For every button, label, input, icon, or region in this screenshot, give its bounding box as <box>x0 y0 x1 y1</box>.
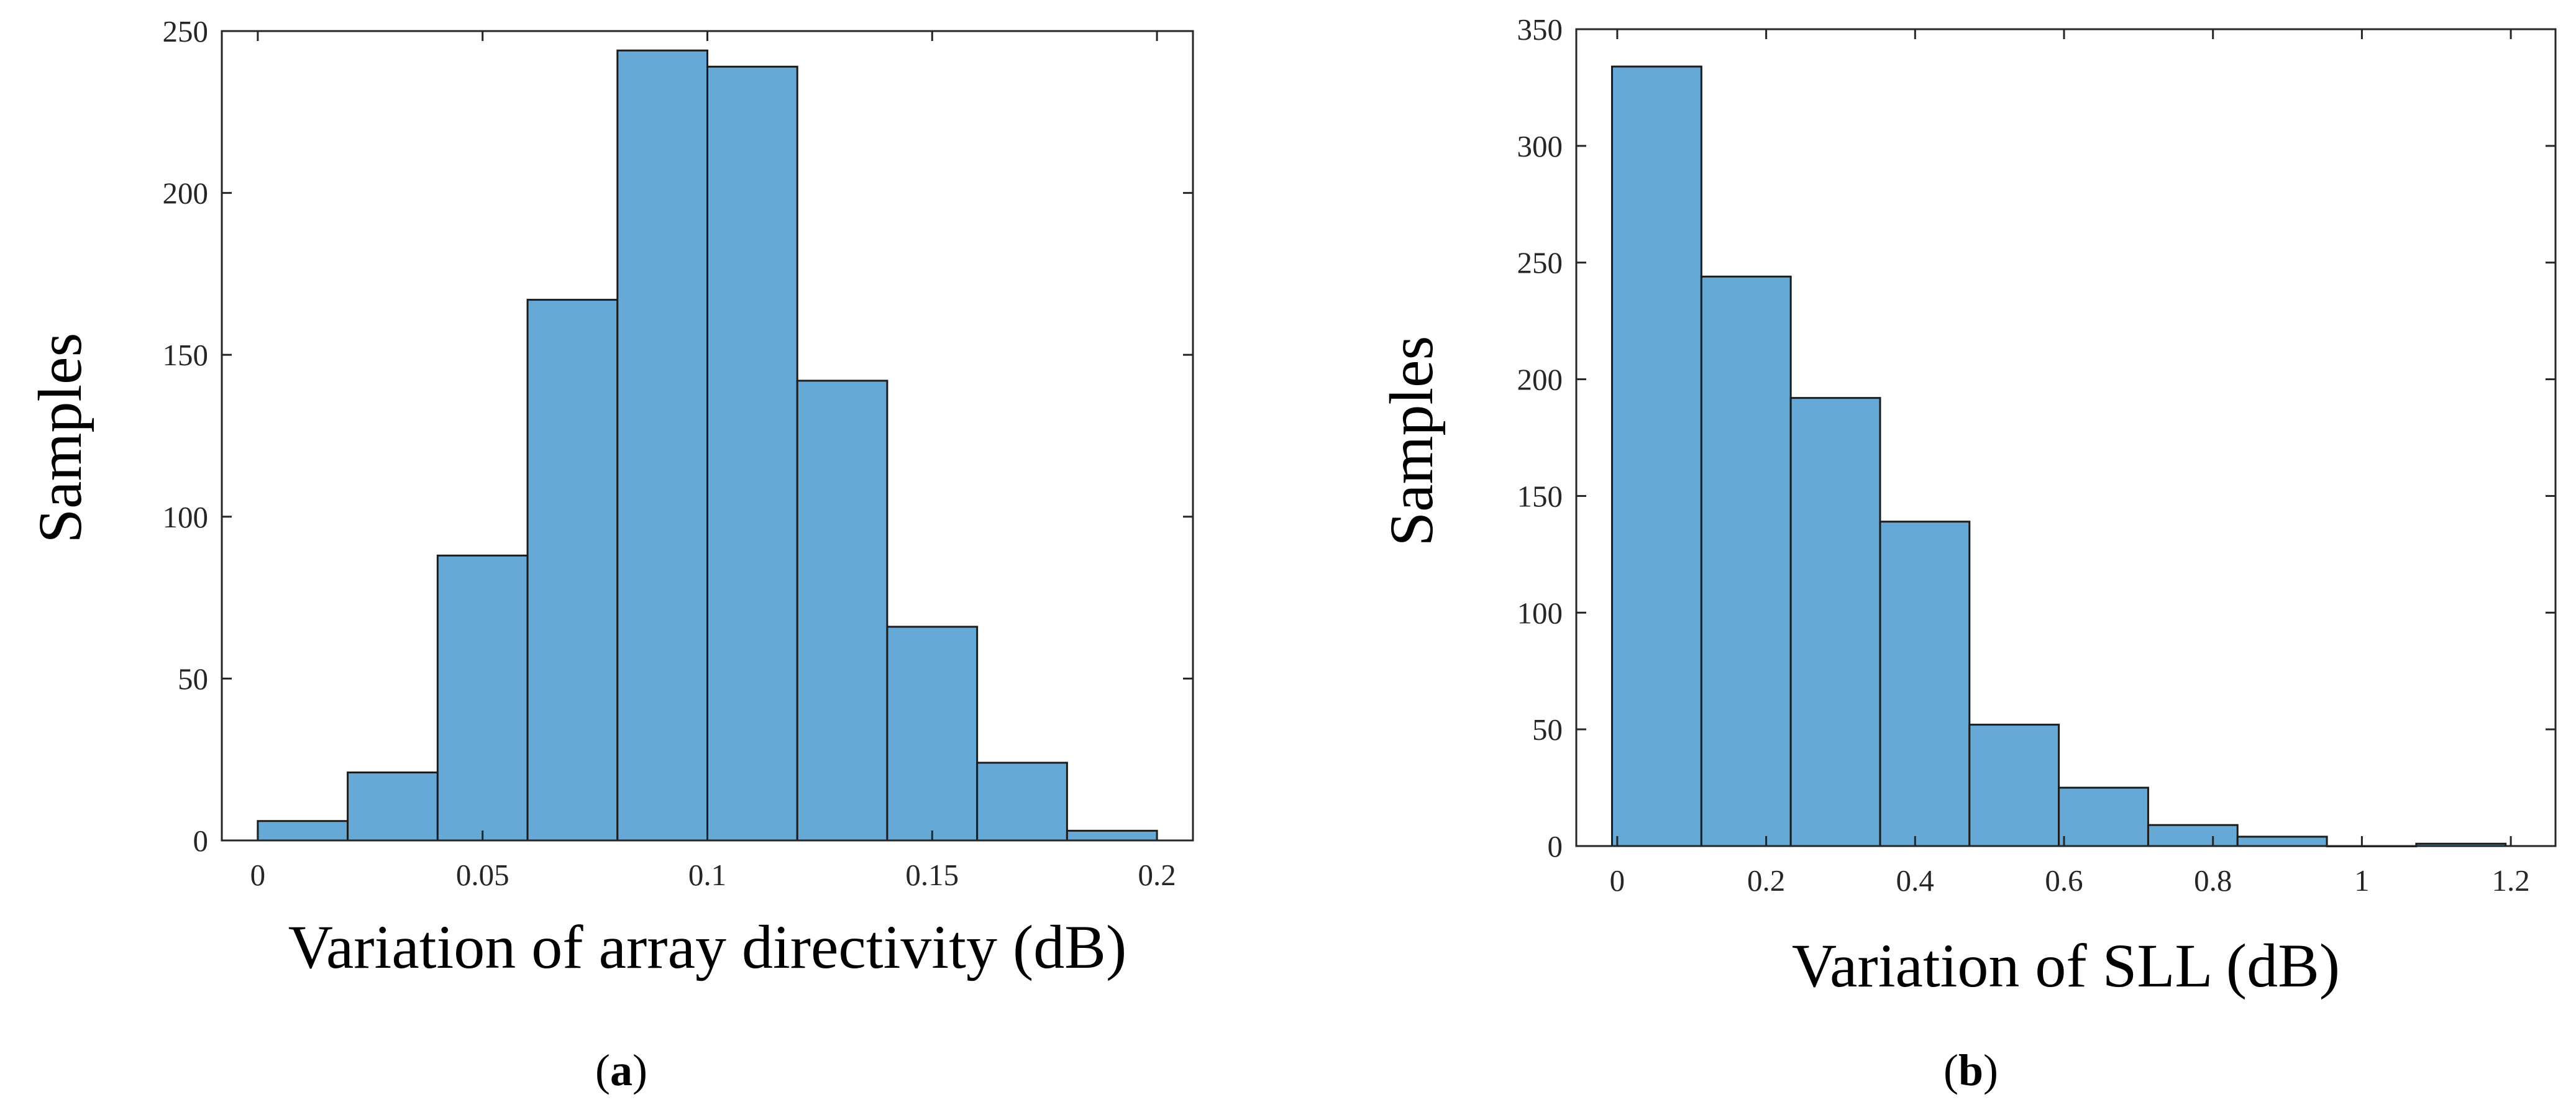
chart-b-ytick-label-7: 350 <box>1517 12 1563 47</box>
chart-a-xlabel: Variation of array directivity (dB) <box>288 912 1127 981</box>
chart-a-bar-5 <box>706 65 798 842</box>
chart-a-ytick-label-0: 0 <box>193 824 209 858</box>
chart-a-bar-4 <box>616 49 708 842</box>
chart-a-ticks: 0 0.05 0.1 0.15 0.2 0 50 100 150 200 250 <box>163 14 1193 892</box>
chart-a-xtick-label-4: 0.2 <box>1138 858 1176 892</box>
caption-a: (a) <box>595 1045 647 1095</box>
chart-b-ytick-label-5: 250 <box>1517 246 1563 280</box>
chart-b-xtick-label-4: 0.8 <box>2194 863 2232 898</box>
chart-b-bar-4 <box>1968 724 2060 847</box>
caption-b-close: ) <box>1983 1045 1998 1095</box>
chart-b-xlabel: Variation of SLL (dB) <box>1792 931 2340 1000</box>
chart-a-bar-8 <box>976 762 1068 842</box>
chart-b-bar-3 <box>1879 521 1971 847</box>
chart-a-bar-3 <box>526 299 619 842</box>
chart-b-ytick-label-2: 100 <box>1517 596 1563 630</box>
chart-a-ytick-label-5: 250 <box>163 14 209 48</box>
chart-b-ytick-label-0: 0 <box>1548 829 1563 863</box>
chart-b-ticks: 0 0.2 0.4 0.6 0.8 1 1.2 0 50 100 150 200 250 300 350 <box>1517 12 2555 898</box>
chart-a-ytick-label-4: 200 <box>163 176 209 211</box>
chart-a-ytick-label-2: 100 <box>163 500 209 534</box>
chart-a-ytick-label-3: 150 <box>163 338 209 372</box>
chart-a-xtick-label-1: 0.05 <box>456 858 509 892</box>
chart-a-ytick-label-1: 50 <box>178 662 208 696</box>
chart-b-bars <box>1611 65 2507 847</box>
caption-a-letter: a <box>610 1045 633 1095</box>
chart-a-bar-9 <box>1066 829 1158 842</box>
chart-a-xtick-label-2: 0.1 <box>688 858 726 892</box>
chart-b-bar-0 <box>1611 65 1702 847</box>
chart-b-bar-2 <box>1789 397 1881 847</box>
chart-a-bar-1 <box>347 771 439 842</box>
chart-b-bar-5 <box>2058 786 2149 847</box>
chart-b-ytick-label-6: 300 <box>1517 129 1563 163</box>
chart-a-bar-2 <box>436 554 529 842</box>
chart-b-xtick-label-2: 0.4 <box>1896 863 1934 898</box>
chart-b-xtick-label-0: 0 <box>1610 863 1625 898</box>
chart-b: 0 0.2 0.4 0.6 0.8 1 1.2 0 50 100 150 200 250 300 350 S… <box>1377 12 2557 1000</box>
chart-b-bar-1 <box>1700 275 1792 847</box>
chart-b-ytick-label-3: 150 <box>1517 479 1563 513</box>
chart-b-xtick-label-5: 1 <box>2354 863 2370 898</box>
chart-a-xtick-label-0: 0 <box>250 858 266 892</box>
chart-b-ylabel: Samples <box>1377 336 1446 547</box>
chart-a-bar-0 <box>257 820 349 842</box>
chart-b-xtick-label-6: 1.2 <box>2492 863 2529 898</box>
chart-b-bar-7 <box>2236 835 2328 847</box>
chart-b-frame <box>1575 28 2557 847</box>
chart-b-bar-6 <box>2147 824 2239 847</box>
chart-a-ylabel: Samples <box>25 333 94 544</box>
caption-b: (b) <box>1943 1045 1998 1095</box>
chart-a-bars <box>257 49 1158 842</box>
chart-a-bar-7 <box>886 626 979 842</box>
chart-b-xtick-label-1: 0.2 <box>1747 863 1785 898</box>
chart-a-xtick-label-3: 0.15 <box>905 858 959 892</box>
caption-a-close: ) <box>633 1045 647 1095</box>
chart-a: 0 0.05 0.1 0.15 0.2 0 50 100 150 200 250 Samples V… <box>25 14 1194 981</box>
chart-b-ytick-label-1: 50 <box>1532 712 1563 747</box>
caption-a-open: ( <box>595 1045 610 1095</box>
caption-b-letter: b <box>1958 1045 1983 1095</box>
chart-b-xtick-label-3: 0.6 <box>2045 863 2083 898</box>
chart-a-bar-6 <box>796 380 888 842</box>
caption-b-open: ( <box>1943 1045 1958 1095</box>
chart-b-ytick-label-4: 200 <box>1517 363 1563 397</box>
